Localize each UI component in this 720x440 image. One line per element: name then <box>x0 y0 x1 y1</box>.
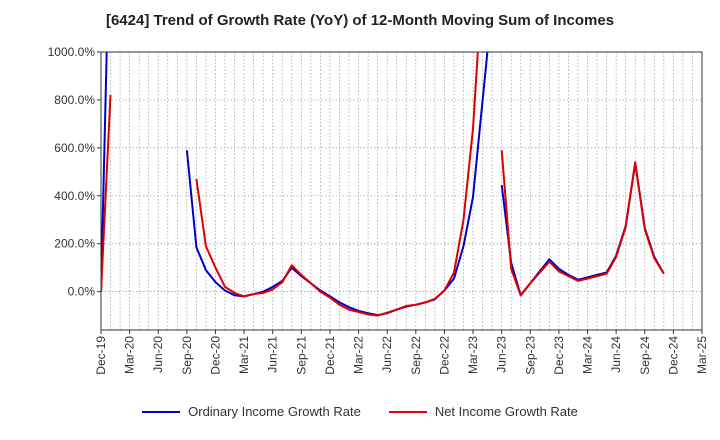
net-income-line-segment-2 <box>500 150 665 297</box>
x-tick-label: Dec-24 <box>666 336 680 375</box>
y-tick-label: 800.0% <box>54 93 95 107</box>
legend: Ordinary Income Growth Rate Net Income G… <box>0 404 720 419</box>
ordinary-income-line-segment-2 <box>500 162 665 297</box>
chart-title: [6424] Trend of Growth Rate (YoY) of 12-… <box>105 12 615 29</box>
axis-layer: 0.0% 200.0% 400.0% 600.0% 800.0% 1000.0% Dec-1… <box>48 45 709 375</box>
x-tick-label: Jun-23 <box>495 336 509 373</box>
x-tick-label: Mar-22 <box>352 336 366 374</box>
x-tick-label: Dec-23 <box>552 336 566 375</box>
x-tick-label: Mar-25 <box>695 336 709 374</box>
y-tick-label: 400.0% <box>54 189 95 203</box>
x-tick-label: Sep-22 <box>409 336 423 375</box>
legend-swatch-ordinary <box>142 410 181 413</box>
net-income-line-segment-0 <box>101 95 112 292</box>
x-tick-label: Jun-21 <box>266 336 280 373</box>
x-tick-label: Sep-24 <box>638 336 652 375</box>
legend-label-ordinary: Ordinary Income Growth Rate <box>188 404 361 419</box>
y-tick-label: 200.0% <box>54 237 95 251</box>
x-tick-label: Dec-20 <box>208 336 222 375</box>
x-tick-label: Mar-24 <box>581 336 595 374</box>
net-income-line-segment-1 <box>195 52 479 317</box>
x-tick-label: Jun-24 <box>609 336 623 373</box>
x-tick-label: Dec-19 <box>94 336 108 375</box>
y-tick-label: 1000.0% <box>48 45 96 59</box>
x-tick-label: Jun-20 <box>151 336 165 373</box>
legend-label-net: Net Income Growth Rate <box>434 404 578 419</box>
x-tick-label: Mar-20 <box>123 336 137 374</box>
plot-frame <box>100 51 703 331</box>
x-tick-label: Dec-22 <box>437 336 451 375</box>
x-tick-label: Mar-23 <box>466 336 480 374</box>
y-tick-label: 0.0% <box>68 285 96 299</box>
x-tick-label: Sep-20 <box>180 336 194 375</box>
x-tick-label: Mar-21 <box>237 336 251 374</box>
x-tick-label: Jun-22 <box>380 336 394 373</box>
series-layer <box>101 52 665 317</box>
y-tick-label: 600.0% <box>54 141 95 155</box>
ordinary-income-line-segment-1 <box>185 52 489 317</box>
legend-item-net: Net Income Growth Rate <box>388 404 578 419</box>
x-tick-label: Dec-21 <box>323 336 337 375</box>
legend-item-ordinary: Ordinary Income Growth Rate <box>142 404 361 419</box>
x-tick-label: Sep-21 <box>294 336 308 375</box>
x-tick-label: Sep-23 <box>523 336 537 375</box>
legend-swatch-net <box>388 410 427 413</box>
